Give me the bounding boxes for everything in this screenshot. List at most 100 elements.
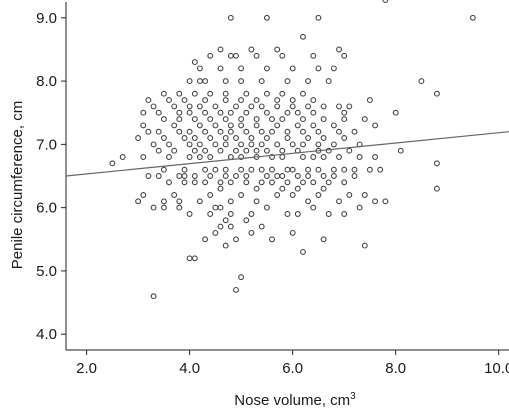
scatter-point xyxy=(310,109,317,116)
scatter-point xyxy=(155,147,162,154)
scatter-point xyxy=(186,211,193,217)
scatter-point xyxy=(433,160,440,167)
scatter-point xyxy=(207,90,214,97)
scatter-point xyxy=(135,135,142,141)
scatter-point xyxy=(227,211,234,217)
scatter-point xyxy=(166,179,172,186)
scatter-point xyxy=(263,65,270,72)
scatter-point xyxy=(191,173,198,179)
scatter-point xyxy=(320,185,327,192)
scatter-point xyxy=(300,128,306,135)
scatter-point xyxy=(217,65,224,72)
scatter-point xyxy=(238,97,245,104)
scatter-point xyxy=(227,122,234,129)
scatter-point xyxy=(191,59,198,66)
scatter-point xyxy=(366,166,373,173)
scatter-point xyxy=(294,109,301,116)
x-tick-label: 4.0 xyxy=(179,360,200,377)
scatter-point xyxy=(181,166,188,173)
scatter-point xyxy=(166,97,172,104)
scatter-point xyxy=(181,173,188,179)
scatter-point xyxy=(325,211,332,217)
scatter-point xyxy=(263,14,270,21)
scatter-point xyxy=(356,154,363,160)
scatter-point xyxy=(248,46,255,53)
scatter-point xyxy=(145,128,152,135)
scatter-point xyxy=(171,103,178,110)
y-tick-label: 8.0 xyxy=(36,73,57,90)
scatter-point xyxy=(315,192,322,198)
scatter-point xyxy=(336,154,342,160)
scatter-point xyxy=(212,229,219,236)
scatter-point xyxy=(217,204,224,211)
scatter-point xyxy=(222,78,229,85)
scatter-point xyxy=(217,223,224,230)
scatter-point xyxy=(279,116,286,123)
scatter-point xyxy=(284,211,291,217)
scatter-point xyxy=(150,293,157,300)
scatter-point xyxy=(160,116,167,123)
scatter-point xyxy=(346,192,353,198)
scatter-point xyxy=(243,147,250,154)
scatter-point xyxy=(140,122,147,129)
scatter-point xyxy=(212,204,219,211)
scatter-point xyxy=(330,173,337,179)
scatter-point xyxy=(238,122,245,129)
scatter-point xyxy=(181,135,188,141)
scatter-point xyxy=(269,128,275,135)
scatter-point xyxy=(279,185,286,192)
scatter-point xyxy=(202,78,209,85)
scatter-point xyxy=(186,154,193,160)
scatter-point xyxy=(274,122,281,129)
scatter-point xyxy=(171,122,178,129)
scatter-point xyxy=(336,198,342,205)
scatter-point xyxy=(315,166,322,173)
scatter-point xyxy=(315,65,322,72)
scatter-point xyxy=(227,128,234,135)
scatter-point xyxy=(217,185,224,192)
scatter-point xyxy=(377,166,384,173)
scatter-point xyxy=(222,116,229,123)
scatter-point xyxy=(207,173,214,179)
scatter-point xyxy=(202,236,209,243)
scatter-point xyxy=(263,204,270,211)
scatter-point xyxy=(217,109,224,116)
scatter-point xyxy=(238,192,245,198)
x-axis-ticks: 2.0 4.0 6.0 8.0 10.0 xyxy=(76,350,509,377)
scatter-point xyxy=(160,166,167,173)
scatter-point xyxy=(238,78,245,85)
scatter-point xyxy=(155,109,162,116)
scatter-point xyxy=(227,14,234,21)
scatter-point xyxy=(176,204,183,211)
scatter-point xyxy=(186,128,193,135)
x-axis-title-superscript: 3 xyxy=(350,391,356,402)
scatter-point xyxy=(300,33,306,40)
scatter-point xyxy=(191,179,198,186)
scatter-point xyxy=(233,103,239,110)
scatter-point xyxy=(315,128,322,135)
scatter-point xyxy=(196,154,203,160)
scatter-point xyxy=(310,52,317,59)
scatter-point xyxy=(233,236,239,243)
scatter-point xyxy=(284,78,291,85)
scatter-point xyxy=(248,229,255,236)
scatter-point xyxy=(330,122,337,129)
scatter-point xyxy=(351,173,358,179)
scatter-point xyxy=(269,166,275,173)
scatter-point xyxy=(227,223,234,230)
scatter-point xyxy=(248,103,255,110)
scatter-point xyxy=(145,97,152,104)
y-tick-label: 9.0 xyxy=(36,10,57,27)
scatter-point xyxy=(253,116,260,123)
scatter-point xyxy=(351,128,358,135)
scatter-point xyxy=(186,109,193,116)
scatter-point xyxy=(305,135,312,141)
scatter-point xyxy=(346,147,353,154)
scatter-point xyxy=(315,14,322,21)
scatter-point xyxy=(397,147,404,154)
scatter-point xyxy=(222,173,229,179)
scatter-point xyxy=(233,147,239,154)
scatter-point xyxy=(227,198,234,205)
scatter-point xyxy=(341,166,348,173)
scatter-point xyxy=(310,204,317,211)
